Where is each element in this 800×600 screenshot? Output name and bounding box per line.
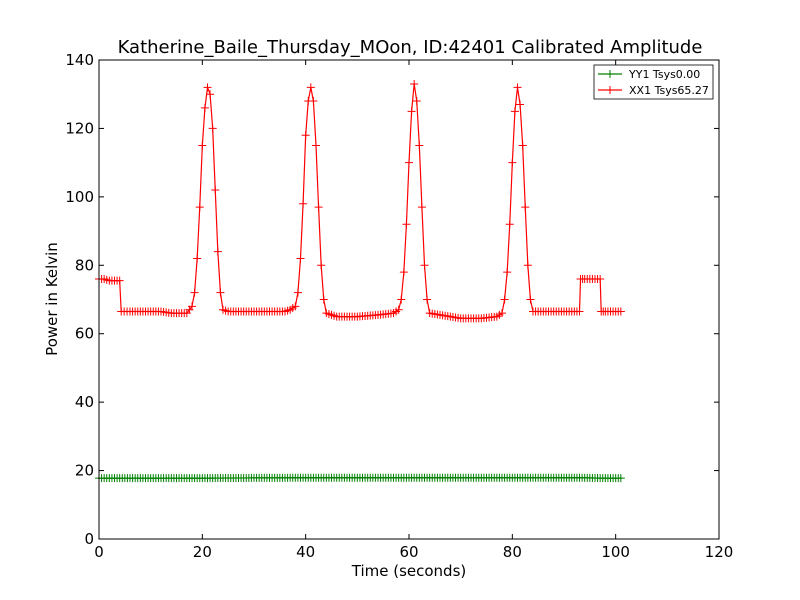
x-tick-label: 60 — [399, 543, 418, 561]
data-point-marker — [193, 254, 202, 263]
data-point-marker — [516, 100, 525, 109]
data-point-marker — [407, 107, 416, 116]
data-point-marker — [510, 107, 519, 116]
y-tick-label: 0 — [84, 530, 94, 548]
data-point-marker — [319, 295, 328, 304]
data-point-marker — [317, 261, 326, 270]
data-point-marker — [397, 295, 406, 304]
y-tick-label: 20 — [75, 462, 94, 480]
legend: YY1 Tsys0.00 XX1 Tsys65.27 — [593, 64, 714, 100]
data-point-marker — [423, 295, 432, 304]
data-point-marker — [213, 247, 222, 256]
data-point-marker — [301, 131, 310, 140]
data-point-marker — [500, 295, 509, 304]
data-point-marker — [314, 203, 323, 212]
legend-marker — [606, 86, 614, 94]
legend-label: XX1 Tsys65.27 — [629, 84, 709, 97]
data-point-marker — [188, 302, 196, 311]
data-point-marker — [115, 276, 124, 285]
x-tick-label: 40 — [296, 543, 315, 561]
data-point-marker — [417, 203, 426, 212]
x-tick-label: 20 — [193, 543, 212, 561]
data-point-marker — [508, 158, 517, 167]
data-point-marker — [412, 97, 421, 106]
x-axis-label: Time (seconds) — [351, 562, 467, 580]
y-tick-label: 140 — [65, 51, 94, 69]
data-point-marker — [616, 474, 625, 483]
x-tick-label: 0 — [94, 543, 104, 561]
data-point-marker — [575, 307, 584, 316]
plot-background — [99, 60, 719, 539]
data-point-marker — [195, 203, 204, 212]
y-tick-label: 40 — [75, 393, 94, 411]
data-point-marker — [203, 83, 212, 92]
y-tick-label: 100 — [65, 188, 94, 206]
data-point-marker — [293, 288, 302, 297]
data-point-marker — [206, 90, 215, 99]
data-point-marker — [402, 220, 411, 229]
data-point-marker — [505, 220, 514, 229]
data-point-marker — [200, 103, 209, 112]
plot-area — [95, 59, 720, 540]
chart-title: Katherine_Baile_Thursday_MOon, ID:42401 … — [118, 37, 703, 58]
data-point-marker — [596, 274, 605, 283]
data-point-marker — [616, 307, 625, 316]
legend-label: YY1 Tsys0.00 — [628, 68, 700, 81]
series-0 — [95, 473, 625, 483]
data-point-marker — [291, 302, 300, 311]
data-point-marker — [394, 305, 403, 314]
tick-layer — [98, 59, 720, 540]
y-tick-label: 60 — [75, 325, 94, 343]
data-point-marker — [208, 124, 217, 133]
data-point-marker — [415, 141, 424, 150]
legend-marker — [606, 70, 614, 78]
data-point-marker — [518, 141, 527, 150]
y-tick-label: 80 — [75, 256, 94, 274]
data-point-marker — [521, 203, 530, 212]
data-point-marker — [299, 199, 308, 208]
data-point-marker — [296, 254, 305, 263]
data-point-marker — [503, 268, 512, 277]
series-layer — [95, 79, 625, 483]
series-1 — [95, 79, 625, 323]
data-point-marker — [420, 261, 429, 270]
data-point-marker — [312, 141, 320, 150]
x-tick-label: 120 — [705, 543, 734, 561]
data-point-marker — [211, 186, 220, 195]
y-axis-label: Power in Kelvin — [43, 242, 61, 356]
data-point-marker — [309, 97, 318, 106]
x-tick-label: 100 — [601, 543, 630, 561]
data-point-marker — [513, 83, 522, 92]
data-point-marker — [498, 309, 506, 318]
y-tick-label: 120 — [65, 119, 94, 137]
data-point-marker — [216, 288, 225, 297]
data-point-marker — [190, 288, 199, 297]
data-point-marker — [410, 79, 419, 88]
data-point-marker — [198, 141, 207, 150]
data-point-marker — [405, 158, 413, 167]
x-tick-label: 80 — [503, 543, 522, 561]
data-point-marker — [399, 268, 408, 277]
legend-box — [593, 64, 714, 100]
data-point-marker — [306, 83, 315, 92]
data-point-marker — [526, 295, 535, 304]
data-point-marker — [523, 261, 532, 270]
